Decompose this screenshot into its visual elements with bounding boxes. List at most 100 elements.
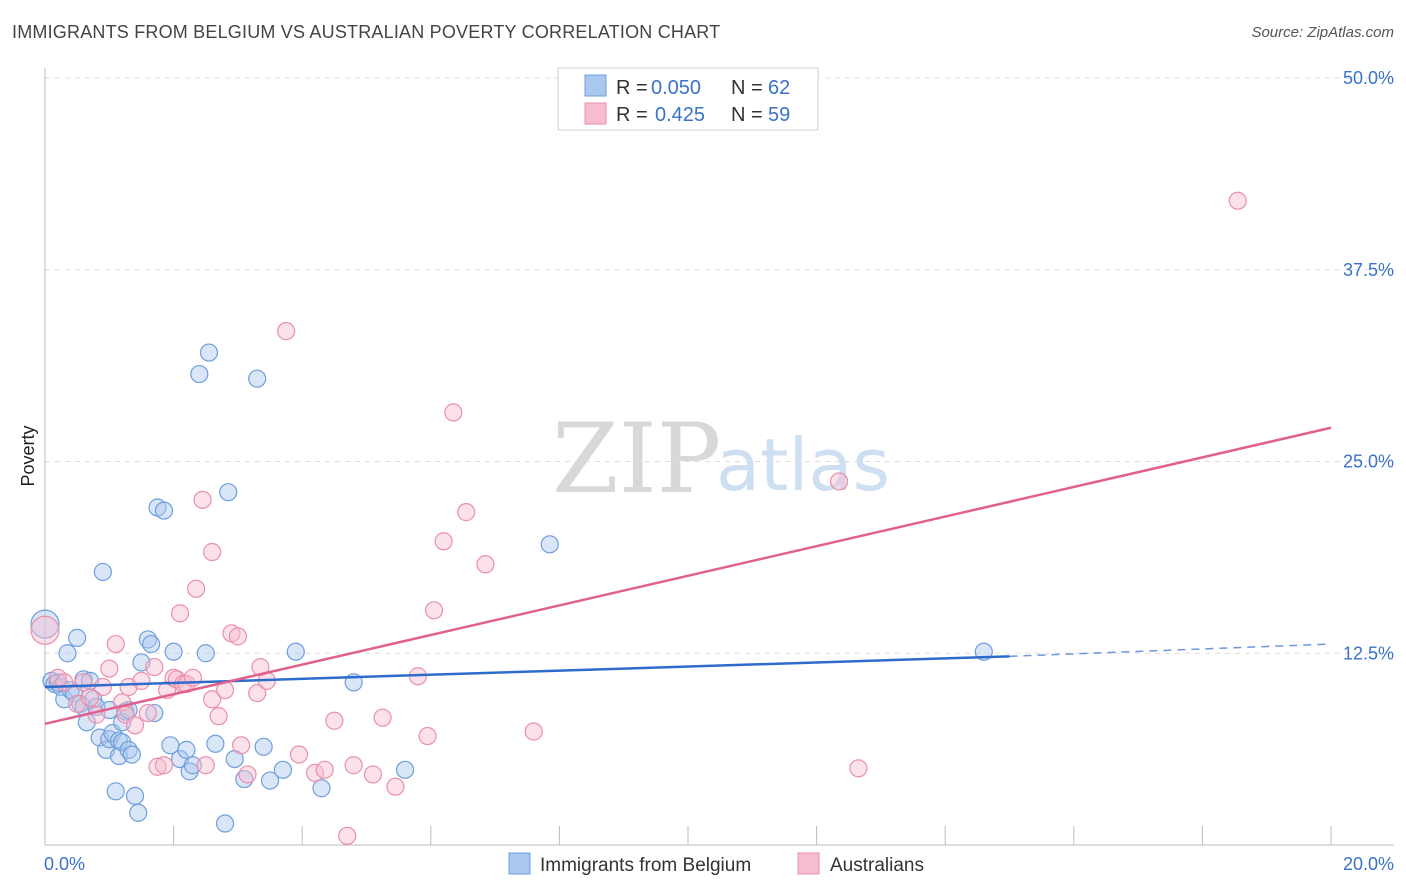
legend-bottom-label-pink: Australians: [830, 855, 924, 876]
scatter-point-blue: [219, 483, 238, 502]
scatter-point-pink: [424, 601, 444, 620]
y-tick-label: 50.0%: [1343, 68, 1394, 88]
y-axis-label: Poverty: [18, 425, 38, 486]
chart-source: Source: ZipAtlas.com: [1251, 24, 1394, 41]
scatter-point-blue: [125, 786, 145, 806]
legend-bottom-swatch-pink: [797, 852, 820, 875]
scatter-point-pink: [1228, 191, 1247, 210]
legend-bottom-label-blue: Immigrants from Belgium: [540, 855, 751, 876]
scatter-point-pink: [277, 322, 296, 341]
scatter-point-blue: [145, 703, 164, 723]
scatter-point-pink: [248, 684, 267, 703]
x-tick-label-max: 20.0%: [1343, 854, 1394, 874]
scatter-point-pink: [434, 532, 453, 551]
scatter-point-blue: [199, 343, 219, 362]
scatter-points: [30, 191, 1247, 845]
trend-line-pink: [44, 426, 1332, 726]
legend-bottom-swatch-blue: [508, 852, 531, 875]
watermark-zip: ZIP: [552, 403, 721, 515]
trend-line-blue: [44, 655, 1010, 689]
legend-swatch-pink: [584, 102, 607, 125]
scatter-point-blue: [254, 737, 273, 756]
scatter-point-blue: [312, 779, 331, 798]
y-tick-labels: 12.5% 25.0% 37.5% 50.0%: [1343, 68, 1394, 663]
scatter-point-pink: [444, 403, 463, 422]
scatter-point-blue: [154, 501, 174, 520]
scatter-point-pink: [344, 756, 363, 775]
scatter-point-pink: [148, 757, 167, 776]
y-tick-label: 25.0%: [1343, 452, 1394, 472]
scatter-point-pink: [386, 777, 405, 796]
scatter-point-pink: [363, 765, 383, 784]
x-tick-marks: [44, 826, 1332, 845]
scatter-point-pink: [80, 688, 100, 707]
scatter-point-pink: [100, 659, 119, 678]
scatter-point-pink: [830, 472, 849, 491]
scatter-point-pink: [373, 708, 392, 727]
x-tick-label-min: 0.0%: [44, 854, 85, 874]
scatter-point-blue: [215, 814, 235, 833]
scatter-point-blue: [30, 609, 60, 639]
legend-r-label-blue: R =: [616, 77, 648, 99]
legend-bottom: Immigrants from Belgium Australians: [508, 852, 924, 876]
scatter-point-pink: [154, 756, 174, 775]
scatter-point-pink: [228, 627, 247, 646]
y-tick-label: 12.5%: [1343, 643, 1394, 663]
scatter-point-blue: [141, 634, 161, 654]
scatter-point-pink: [74, 673, 93, 692]
scatter-point-blue: [273, 760, 293, 779]
scatter-point-blue: [206, 734, 225, 753]
legend-n-label-pink: N =: [731, 104, 763, 126]
trend-line-extension-blue: [1009, 643, 1332, 658]
scatter-point-pink: [524, 722, 543, 741]
grid-lines: [45, 77, 1394, 654]
scatter-point-blue: [129, 803, 148, 822]
legend-r-label-pink: R =: [616, 104, 648, 126]
scatter-point-blue: [190, 364, 209, 384]
scatter-point-pink: [232, 736, 251, 755]
scatter-point-pink: [338, 826, 357, 845]
legend-r-value-blue: 0.050: [651, 77, 701, 99]
scatter-point-blue: [183, 756, 202, 775]
scatter-point-blue: [196, 644, 215, 663]
scatter-point-blue: [177, 740, 196, 759]
scatter-point-pink: [106, 634, 125, 654]
scatter-point-pink: [325, 711, 344, 730]
scatter-point-blue: [540, 535, 559, 554]
scatter-point-pink: [138, 703, 157, 723]
scatter-point-pink: [196, 756, 215, 775]
scatter-point-blue: [58, 644, 77, 663]
watermark-atlas: atlas: [716, 423, 890, 507]
scatter-point-pink: [476, 555, 495, 574]
scatter-point-blue: [395, 760, 415, 779]
scatter-point-pink: [209, 707, 228, 726]
scatter-point-blue: [106, 782, 125, 801]
scatter-point-pink: [125, 716, 145, 735]
scatter-point-pink: [315, 760, 334, 779]
scatter-point-blue: [248, 369, 267, 388]
scatter-point-blue: [122, 745, 141, 764]
scatter-point-pink: [193, 490, 212, 509]
trend-lines: [44, 426, 1332, 726]
scatter-point-pink: [55, 673, 74, 692]
scatter-point-pink: [183, 668, 202, 687]
legend-n-value-blue: 62: [768, 77, 790, 99]
scatter-point-pink: [30, 615, 60, 645]
scatter-point-blue: [93, 562, 112, 582]
scatter-point-pink: [289, 745, 309, 764]
y-tick-label: 37.5%: [1343, 260, 1394, 280]
legend-n-value-pink: 59: [768, 104, 790, 126]
scatter-point-pink: [457, 503, 476, 522]
legend-swatch-blue: [584, 74, 607, 97]
scatter-point-pink: [93, 677, 112, 697]
scatter-point-pink: [238, 765, 257, 784]
scatter-point-pink: [170, 604, 190, 623]
scatter-point-pink: [418, 726, 437, 746]
scatter-point-blue: [286, 642, 305, 661]
scatter-point-pink: [145, 657, 164, 677]
chart-title: IMMIGRANTS FROM BELGIUM VS AUSTRALIAN PO…: [12, 22, 721, 42]
legend-n-label-blue: N =: [731, 77, 763, 99]
scatter-point-blue: [260, 771, 280, 790]
scatter-point-pink: [203, 542, 222, 562]
